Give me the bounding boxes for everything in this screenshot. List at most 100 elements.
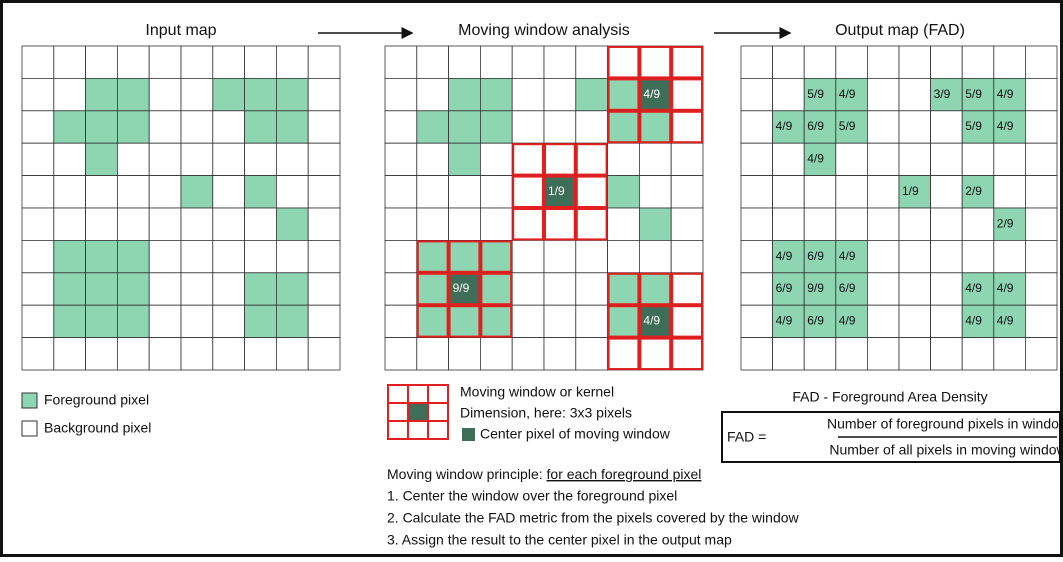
pixel	[670, 78, 704, 112]
pixel	[575, 78, 608, 112]
kernel-cell	[387, 402, 409, 422]
pixel	[898, 78, 932, 112]
fad-value: 6/9	[807, 314, 824, 328]
pixel	[930, 304, 963, 339]
window-cell	[416, 272, 449, 306]
pixel	[85, 78, 118, 112]
window-cell	[544, 208, 576, 241]
fad-value: 4/9	[776, 249, 793, 263]
fad-value: 6/9	[807, 119, 824, 133]
pixel	[740, 239, 774, 274]
pixel	[607, 272, 640, 306]
pixel	[930, 239, 963, 274]
fad-value: 2/9	[997, 216, 1014, 230]
pixel	[740, 78, 774, 112]
fad-value: 6/9	[776, 281, 793, 295]
pixel	[607, 45, 640, 79]
window-cell	[448, 240, 481, 273]
pixel	[639, 239, 672, 274]
fad-value: 4/9	[776, 119, 793, 133]
kernel-cell	[387, 420, 409, 440]
pixel	[607, 207, 640, 241]
window-cell	[607, 46, 640, 79]
legend-label: Foreground pixel	[44, 392, 149, 408]
pixel	[543, 239, 577, 274]
pixel	[670, 110, 704, 144]
pixel	[511, 110, 545, 144]
pixel	[148, 142, 182, 176]
pixel	[384, 239, 418, 274]
pixel	[511, 239, 545, 274]
pixel	[867, 272, 900, 306]
pixel	[803, 207, 837, 241]
pixel	[835, 207, 868, 241]
pixel	[803, 175, 837, 209]
pixel	[993, 239, 1026, 274]
pixel	[85, 45, 118, 79]
pixel	[1025, 239, 1058, 274]
pixel	[307, 304, 341, 339]
pixel	[867, 142, 900, 176]
pixel	[993, 337, 1026, 371]
pixel	[307, 337, 341, 371]
pixel	[148, 207, 182, 241]
kernel-cell	[427, 384, 449, 404]
pixel	[740, 207, 774, 241]
pixel	[930, 272, 963, 306]
pixel	[543, 304, 577, 339]
pixel	[416, 337, 449, 371]
pixel	[543, 337, 577, 371]
window-value: 4/9	[643, 314, 660, 328]
pixel	[85, 304, 118, 339]
center-pixel	[639, 78, 672, 111]
pixel	[117, 175, 150, 209]
pixel	[898, 239, 932, 274]
pixel	[21, 272, 55, 306]
pixel	[993, 207, 1026, 241]
pixel	[180, 45, 214, 79]
pixel	[639, 207, 672, 241]
pixel	[416, 304, 449, 339]
pixel	[543, 142, 577, 176]
pixel	[448, 78, 481, 112]
center-pixel	[544, 175, 576, 208]
title: Output map (FAD)	[835, 22, 965, 39]
pixel	[53, 78, 86, 112]
pixel	[575, 337, 608, 371]
pixel	[607, 337, 640, 371]
pixel	[835, 142, 868, 176]
pixel	[993, 142, 1026, 176]
pixel	[543, 110, 577, 144]
pixel	[639, 272, 672, 306]
pixel	[275, 239, 309, 274]
pixel	[212, 272, 246, 306]
pixel	[867, 78, 900, 112]
pixel	[117, 110, 150, 144]
pixel	[930, 142, 963, 176]
fad-value: 5/9	[965, 87, 982, 101]
pixel	[384, 272, 418, 306]
pixel	[148, 337, 182, 371]
fad-value: 3/9	[934, 87, 951, 101]
window-cell	[512, 175, 545, 209]
pixel	[740, 142, 774, 176]
pixel	[511, 45, 545, 79]
window-cell	[575, 208, 608, 241]
pixel	[1025, 110, 1058, 144]
pixel	[961, 45, 995, 79]
denominator: Number of all pixels in moving window	[829, 442, 1063, 458]
pixel	[543, 272, 577, 306]
pixel	[275, 142, 309, 176]
pixel	[772, 110, 805, 144]
pixel	[53, 207, 86, 241]
pixel	[479, 110, 513, 144]
pixel	[307, 110, 341, 144]
principle: Moving window principle: for each foregr…	[387, 466, 701, 482]
window-value: 9/9	[453, 281, 470, 295]
pixel	[772, 78, 805, 112]
window-cell	[575, 143, 608, 176]
pixel	[21, 207, 55, 241]
pixel	[670, 304, 704, 339]
fad-value: 4/9	[839, 249, 856, 263]
